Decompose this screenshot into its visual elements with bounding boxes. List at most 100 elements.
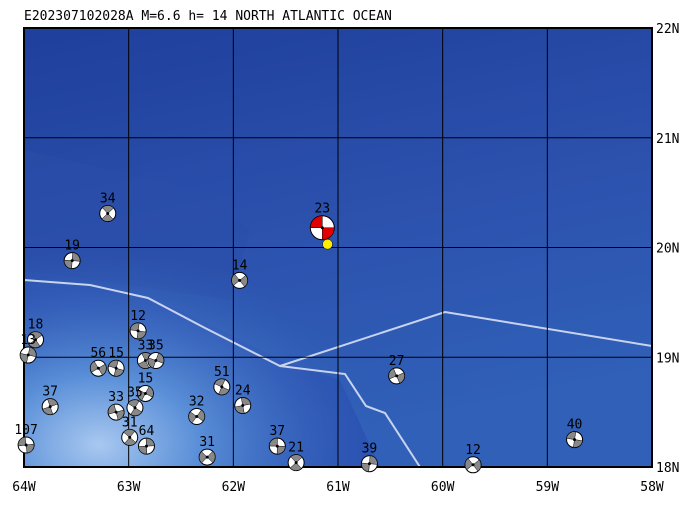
beachball-quadrant [101, 205, 114, 214]
beachball-quadrant [130, 407, 143, 416]
beachball [137, 437, 155, 455]
y-tick-label: 18N [656, 461, 679, 476]
beachball-center [128, 435, 132, 439]
beachball-quadrant [71, 252, 81, 262]
beachball-quadrant [101, 213, 114, 222]
beachball-center [471, 463, 475, 467]
beachball-quadrant [123, 429, 136, 438]
beachball [121, 428, 139, 446]
beachball-quadrant [218, 386, 230, 396]
beachball [388, 367, 406, 385]
x-tick-label: 63W [117, 480, 141, 495]
map-frame [23, 27, 653, 468]
beachball [287, 454, 305, 472]
beachball [309, 215, 335, 241]
beachball [136, 384, 154, 402]
x-tick-label: 64W [12, 480, 36, 495]
beachball-quadrant [42, 406, 54, 415]
beachball-quadrant [27, 346, 37, 358]
beachball-center [275, 444, 279, 448]
beachball-quadrant [97, 363, 107, 376]
beachball [188, 408, 206, 426]
beachball-quadrant [47, 398, 59, 407]
beachball-quadrant [269, 437, 278, 447]
beachball-center [24, 443, 28, 447]
beachball-center [220, 385, 224, 389]
event-label: 19 [64, 239, 80, 254]
beachball-center [320, 226, 324, 230]
beachball-center [114, 410, 118, 414]
y-tick-label: 19N [656, 351, 679, 366]
beachball [268, 437, 286, 455]
event-label: 31 [122, 415, 138, 430]
x-tick-label: 58W [640, 480, 664, 495]
beachball-quadrant [464, 458, 474, 471]
beachball-center [238, 278, 242, 282]
beachball-quadrant [214, 378, 226, 388]
beachball-center [144, 444, 148, 448]
beachball [107, 359, 125, 377]
x-tick-label: 62W [222, 480, 246, 495]
beachball-quadrant [147, 357, 157, 369]
event-label: 12 [130, 309, 146, 324]
beachball [41, 398, 59, 416]
beachball-quadrant [137, 360, 150, 369]
beachball-center [367, 462, 371, 466]
beachball-center [26, 353, 30, 357]
event-label: 37 [42, 385, 58, 400]
beachball [17, 436, 35, 454]
event-label: 12 [465, 443, 481, 458]
beachball [129, 322, 147, 340]
beachball-center [34, 338, 38, 342]
beachball-quadrant [196, 409, 205, 422]
beachball [89, 359, 107, 377]
beachball-quadrant [188, 411, 198, 424]
beachball-quadrant [240, 397, 251, 406]
beachball-center [294, 461, 298, 465]
beachball [360, 455, 378, 473]
beachball-center [241, 404, 245, 408]
beachball-center [195, 415, 199, 419]
beachball-center [136, 329, 140, 333]
beachball-quadrant [388, 368, 397, 380]
beachball-quadrant [396, 372, 405, 384]
beachball-quadrant [234, 405, 245, 414]
event-label: 14 [232, 258, 248, 273]
map-title: E202307102028A M=6.6 h= 14 NORTH ATLANTI… [24, 9, 392, 24]
beachball-center [133, 406, 137, 410]
beachball-center [143, 359, 147, 363]
event-label: 18 [28, 318, 44, 333]
beachball-quadrant [369, 455, 378, 465]
beachball-center [48, 405, 52, 409]
event-label: 15 [108, 346, 124, 361]
beachball-center [114, 366, 118, 370]
beachball [198, 448, 216, 466]
event-label: 51 [214, 365, 230, 380]
beachball-quadrant [90, 361, 99, 373]
beachball-quadrant [127, 399, 140, 409]
beachball-quadrant [19, 353, 29, 364]
beachball-quadrant [289, 462, 302, 471]
beachball-quadrant [113, 367, 125, 377]
beachball-center [154, 359, 158, 363]
beachball-quadrant [276, 445, 286, 455]
beachball-quadrant [115, 409, 125, 421]
beachball [99, 204, 117, 222]
event-label: 15 [138, 371, 154, 386]
beachball-quadrant [198, 451, 208, 464]
x-tick-label: 59W [536, 480, 560, 495]
beachball-quadrant [573, 439, 583, 448]
event-label: 56 [90, 346, 106, 361]
beachball-quadrant [361, 462, 370, 472]
beachball-quadrant [231, 273, 240, 286]
event-label: 39 [362, 442, 378, 457]
event-label: 34 [100, 191, 116, 206]
beachball-quadrant [239, 275, 248, 287]
beachball [63, 252, 81, 270]
event-label: 23 [314, 202, 330, 217]
beachball-center [143, 391, 147, 395]
beachball [126, 399, 144, 417]
event-label: 13 [20, 333, 36, 348]
event-label: 37 [269, 424, 285, 439]
event-label: 33 [108, 390, 124, 405]
